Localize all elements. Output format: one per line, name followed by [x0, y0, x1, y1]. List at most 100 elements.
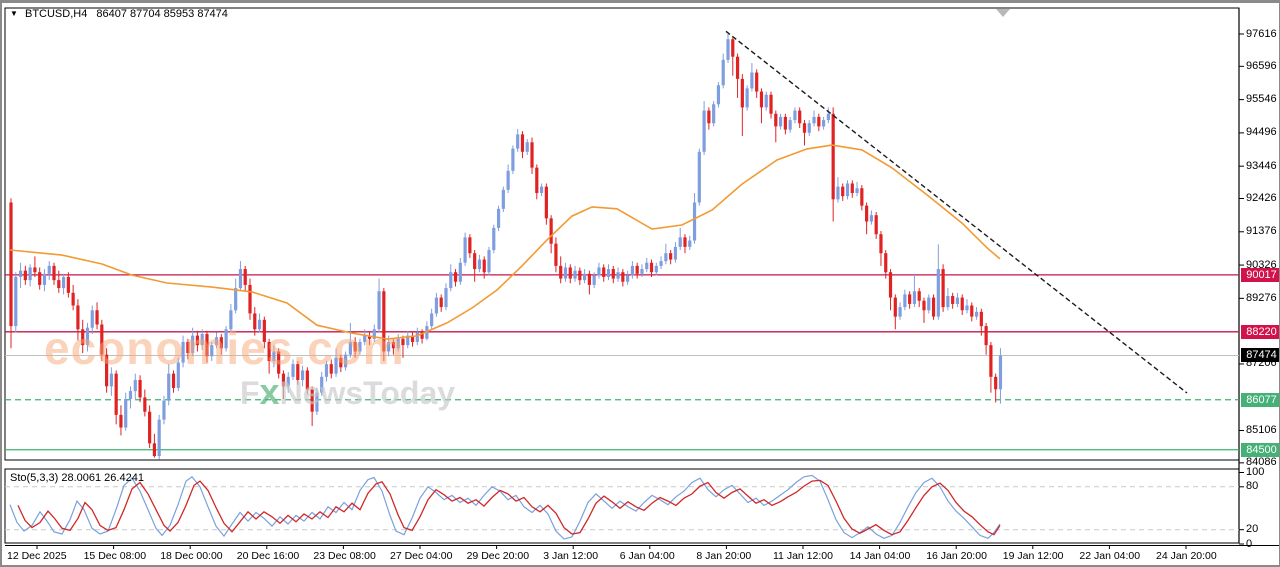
candle-body	[539, 186, 544, 193]
chart-header: ▼ BTCUSD,H4 86407 87704 85953 87474	[10, 8, 228, 20]
candle-body	[960, 297, 964, 311]
candle-body	[812, 116, 816, 124]
candle-body	[836, 186, 840, 200]
candle-body	[458, 262, 462, 282]
candle-body	[869, 215, 873, 222]
time-axis-label: 22 Jan 04:00	[1079, 550, 1141, 562]
candle-body	[731, 39, 735, 57]
candle-body	[563, 267, 568, 279]
candle-body	[888, 272, 893, 298]
candle-body	[525, 142, 529, 152]
candle-body	[348, 341, 352, 355]
symbol-dropdown-icon[interactable]: ▼	[10, 9, 18, 18]
price-badge-support: 86077	[1241, 392, 1279, 407]
time-axis-label: 19 Jan 12:00	[1002, 550, 1064, 562]
price-axis-label: 84086	[1246, 456, 1277, 469]
candle-body	[520, 134, 525, 152]
candle-body	[941, 269, 945, 308]
candle-body	[544, 186, 548, 219]
candle-body	[90, 310, 94, 328]
candle-body	[683, 237, 687, 247]
sto-axis-label: 0	[1246, 537, 1253, 550]
candle-body	[621, 272, 625, 282]
candle-body	[138, 379, 142, 398]
time-axis-label: 12 Dec 2025	[7, 550, 67, 562]
candle-body	[735, 56, 740, 79]
price-axis-label: 96596	[1246, 59, 1277, 72]
chart-canvas[interactable]	[2, 3, 1280, 567]
candle-body	[793, 110, 797, 121]
time-axis-label: 8 Jan 20:00	[696, 550, 752, 562]
candle-body	[602, 267, 606, 277]
candle-body	[162, 400, 166, 420]
candle-body	[769, 94, 773, 114]
candle-body	[573, 270, 577, 279]
price-axis-label: 90326	[1246, 258, 1277, 271]
candle-body	[95, 310, 99, 325]
time-axis-label: 3 Jan 12:00	[543, 550, 599, 562]
candle-body	[214, 337, 219, 346]
candle-body	[200, 334, 204, 346]
candle-body	[879, 234, 883, 254]
candle-body	[186, 341, 190, 354]
candle-body	[998, 355, 1003, 390]
candle-body	[606, 269, 611, 277]
candle-body	[908, 294, 912, 304]
candle-body	[807, 123, 811, 133]
descending-trendline[interactable]	[725, 30, 1188, 394]
candle-body	[9, 202, 13, 327]
candle-body	[994, 376, 998, 390]
candle-body	[611, 269, 615, 279]
candle-body	[148, 411, 152, 444]
price-badge-current_price: 87474	[1241, 348, 1279, 363]
candle-body	[329, 364, 333, 374]
price-axis-label: 95546	[1246, 93, 1277, 106]
time-axis-label: 16 Jan 20:00	[926, 550, 987, 562]
candle-body	[535, 167, 539, 193]
candle-body	[626, 275, 630, 282]
price-badge-support: 84500	[1241, 442, 1279, 457]
candle-body	[903, 294, 907, 308]
candle-body	[955, 297, 960, 304]
candle-body	[645, 262, 649, 270]
price-axis-label: 91376	[1246, 225, 1277, 238]
candle-body	[281, 373, 286, 387]
candle-body	[850, 183, 854, 193]
candle-body	[778, 116, 783, 127]
candle-body	[798, 110, 802, 124]
candle-body	[649, 262, 654, 273]
candle-body	[802, 123, 807, 133]
candle-body	[152, 443, 156, 457]
candle-body	[931, 297, 936, 317]
candle-body	[841, 186, 845, 197]
sto-axis-label: 20	[1246, 523, 1259, 536]
chart-shift-marker-icon[interactable]	[996, 9, 1010, 17]
candle-body	[965, 305, 969, 311]
candle-body	[463, 237, 467, 263]
candle-body	[989, 345, 993, 377]
candle-body	[52, 265, 56, 281]
candle-body	[320, 376, 324, 393]
candle-body	[430, 313, 434, 327]
candle-body	[501, 189, 505, 209]
candle-body	[81, 329, 85, 346]
candle-body	[415, 332, 419, 342]
candle-body	[205, 334, 209, 357]
time-axis-label: 27 Dec 04:00	[390, 550, 453, 562]
candle-body	[23, 270, 27, 281]
candle-body	[420, 332, 424, 339]
candle-body	[712, 104, 716, 124]
candle-body	[492, 227, 496, 251]
candle-body	[755, 72, 759, 92]
candle-body	[300, 370, 305, 380]
candle-body	[210, 345, 214, 357]
candle-body	[697, 151, 701, 203]
candle-body	[57, 280, 61, 289]
candle-body	[334, 357, 338, 374]
sto-axis-label: 100	[1246, 466, 1265, 478]
candle-body	[468, 237, 472, 254]
candle-body	[664, 253, 668, 262]
price-badge-resistance: 88220	[1241, 324, 1279, 339]
candle-body	[28, 267, 32, 281]
moving-average-line	[9, 144, 1001, 340]
